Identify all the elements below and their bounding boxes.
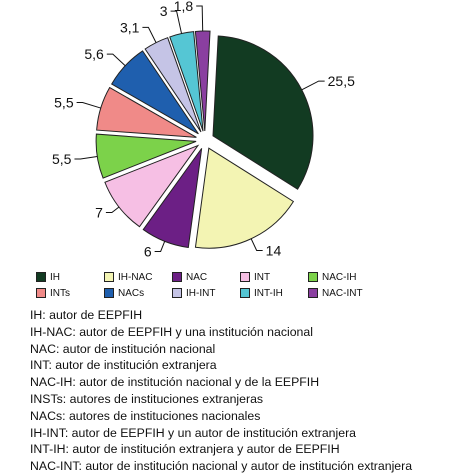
leader-line — [170, 10, 183, 34]
leader-line — [105, 206, 120, 213]
data-label: 7 — [95, 205, 103, 221]
legend-label: INT — [254, 271, 271, 283]
legend-item-ih: IH — [36, 270, 104, 284]
definition-line: IH-INT: autor de EEPFIH y un autor de in… — [30, 425, 357, 440]
definition-line: NAC-IH: autor de institución nacional y … — [30, 375, 320, 390]
legend-swatch — [36, 288, 46, 298]
data-label: 14 — [266, 243, 282, 259]
data-label: 3 — [160, 3, 168, 19]
definition-line: INT: autor de institución extranjera — [30, 358, 217, 373]
legend-swatch — [172, 288, 182, 298]
pie-slice-ih-nac — [194, 147, 295, 249]
definition-line: NAC: autor de institución nacional — [30, 341, 216, 356]
leader-line — [301, 80, 325, 91]
leader-line — [154, 241, 166, 252]
legend-label: NAC — [186, 271, 208, 283]
leader-line — [76, 102, 101, 109]
legend-row: INTs NACs IH-INT INT-IH NAC-INT — [36, 286, 376, 300]
legend-label: INTs — [50, 287, 70, 299]
legend-item-nacs: NACs — [104, 286, 172, 300]
legend-label: NAC-IH — [322, 271, 357, 283]
pie-chart: 25,5 14 6 7 5,5 5,5 5,6 3,1 3 1,8 — [52, 0, 355, 259]
legend-item-nac-int: NAC-INT — [308, 286, 376, 300]
leader-line — [142, 26, 157, 43]
legend-swatch — [172, 272, 182, 282]
legend-label: NACs — [118, 287, 145, 299]
legend-item-ih-nac: IH-NAC — [104, 270, 172, 284]
legend-swatch — [308, 272, 318, 282]
pie-slice-nac-ih — [95, 133, 197, 179]
legend-item-nac-ih: NAC-IH — [308, 270, 376, 284]
leader-line — [106, 53, 126, 67]
data-label: 3,1 — [120, 19, 140, 35]
legend-row: IH IH-NAC NAC INT NAC-IH — [36, 270, 376, 284]
pie-slice-ih — [212, 35, 314, 190]
definition-line: IH-NAC: autor de EEPFIH y una institució… — [30, 324, 313, 339]
leader-line — [250, 238, 263, 252]
pie-slice-int — [104, 144, 200, 228]
data-label: 25,5 — [328, 73, 355, 89]
data-label: 6 — [144, 243, 152, 259]
legend-item-int: INT — [240, 270, 308, 284]
legend-label: IH-INT — [186, 287, 216, 299]
legend-item-nac: NAC — [172, 270, 240, 284]
legend: IH IH-NAC NAC INT NAC-IH INTs NACs IH-IN… — [36, 270, 376, 302]
definition-line: INT-IH: autor de institución extranjera … — [30, 442, 340, 457]
pie-slice-nacs — [111, 50, 199, 135]
data-label: 5,5 — [54, 95, 74, 111]
data-label: 5,6 — [84, 46, 104, 62]
leader-line — [74, 155, 98, 160]
definition-line: NACs: autores de instituciones nacionale… — [30, 408, 261, 423]
legend-swatch — [308, 288, 318, 298]
definition-line: IH: autor de EEPFIH — [30, 308, 143, 322]
legend-item-ints: INTs — [36, 286, 104, 300]
legend-swatch — [104, 272, 114, 282]
legend-label: IH-NAC — [118, 271, 153, 283]
legend-label: NAC-INT — [322, 287, 363, 299]
legend-swatch — [240, 288, 250, 298]
definitions-list: IH: autor de EEPFIH IH-NAC: autor de EEP… — [30, 307, 450, 475]
legend-swatch — [104, 288, 114, 298]
legend-label: INT-IH — [254, 287, 283, 299]
data-label: 5,5 — [52, 151, 72, 167]
leader-line — [196, 5, 204, 32]
data-label: 1,8 — [174, 0, 194, 14]
legend-item-ih-int: IH-INT — [172, 286, 240, 300]
definition-line: INSTs: autores de instituciones extranje… — [30, 391, 264, 406]
legend-swatch — [240, 272, 250, 282]
legend-label: IH — [50, 271, 60, 283]
legend-item-int-ih: INT-IH — [240, 286, 308, 300]
legend-swatch — [36, 272, 46, 282]
definition-line: NAC-INT: autor de institución nacional y… — [30, 459, 413, 474]
